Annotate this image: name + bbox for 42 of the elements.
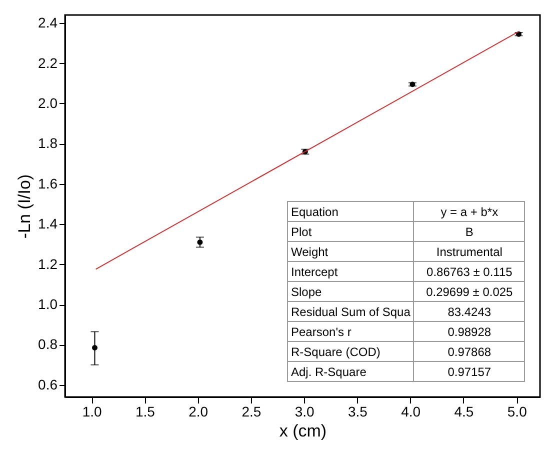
y-tick-label: 2.4	[38, 14, 58, 31]
annotation: Slope	[288, 282, 414, 302]
y-axis-title: -Ln (I/Io)	[15, 174, 34, 239]
annotation: 0.29699 ± 0.025	[414, 282, 525, 302]
y-tick-label: 1.8	[38, 135, 58, 152]
y-tick-label: 1.2	[38, 256, 58, 272]
x-tick-label: 4.0	[401, 404, 421, 420]
point	[410, 82, 416, 88]
x-tick-label: 3.5	[348, 404, 368, 420]
x-tick-label: 1.0	[82, 404, 102, 420]
annotation: 0.98928	[414, 322, 525, 342]
y-tick-label: 1.6	[38, 175, 58, 192]
annotation: Equation	[288, 202, 414, 222]
x-tick-label: 1.5	[135, 404, 156, 420]
annotation: 0.86763 ± 0.115	[414, 262, 525, 282]
annotation: y = a + b*x	[414, 202, 525, 222]
annotation: Adj. R-Square	[288, 362, 414, 382]
y-tick-label: 0.8	[38, 336, 58, 352]
annotation: B	[414, 222, 525, 242]
y-tick-label: 1.0	[38, 296, 58, 312]
y-tick-label: 2.0	[38, 94, 58, 111]
annotation: Instrumental	[414, 242, 525, 262]
annotation: Weight	[288, 242, 414, 262]
x-tick-label: 2.0	[188, 404, 208, 420]
x-tick-label: 4.5	[454, 404, 474, 420]
y-tick-label: 1.4	[38, 216, 58, 232]
annotation: Residual Sum of Squa	[288, 302, 414, 322]
x-axis-title: x (cm)	[279, 422, 327, 440]
annotation: 0.97868	[414, 342, 525, 362]
y-tick-label: 0.6	[38, 376, 58, 392]
annotation: Plot	[288, 222, 414, 242]
x-tick-label: 2.5	[242, 404, 262, 420]
point	[92, 345, 98, 350]
x-tick-label: 5.0	[507, 404, 528, 420]
annotation: R-Square (COD)	[288, 342, 414, 362]
annotation: 0.97157	[414, 362, 525, 382]
point	[197, 239, 203, 245]
x-tick-label: 3.0	[294, 404, 315, 420]
annotation: Intercept	[288, 262, 414, 282]
y-tick-label: 2.2	[38, 54, 58, 71]
annotation: 83.4243	[414, 302, 525, 322]
annotation: Pearson's r	[288, 322, 414, 342]
